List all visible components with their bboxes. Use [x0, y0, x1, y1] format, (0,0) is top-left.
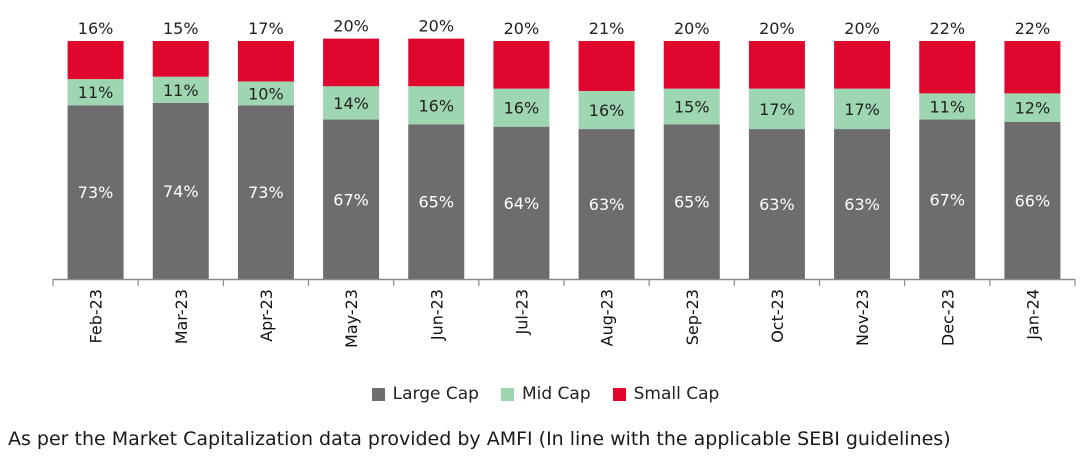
data-label-small-cap-aug-23: 21%: [589, 19, 625, 38]
data-label-small-cap-jan-24: 22%: [1015, 19, 1051, 38]
bar-mid-cap-nov-23: [834, 88, 891, 130]
bar-mid-cap-sep-23: [663, 88, 720, 125]
bar-large-cap-nov-23: [834, 129, 891, 279]
bar-small-cap-nov-23: [834, 41, 891, 89]
x-tick-label-jul-23: Jul-23: [512, 289, 531, 335]
bar-large-cap-sep-23: [663, 124, 720, 279]
data-label-large-cap-aug-23: 63%: [589, 195, 625, 214]
data-label-mid-cap-nov-23: 17%: [844, 100, 880, 119]
data-label-large-cap-mar-23: 74%: [163, 182, 199, 201]
x-tick-label-sep-23: Sep-23: [683, 289, 702, 345]
bar-small-cap-sep-23: [663, 41, 720, 89]
bar-small-cap-apr-23: [237, 41, 294, 82]
data-label-large-cap-jul-23: 64%: [504, 194, 540, 213]
data-label-small-cap-jul-23: 20%: [504, 19, 540, 38]
data-label-large-cap-feb-23: 73%: [78, 183, 114, 202]
data-label-mid-cap-apr-23: 10%: [248, 84, 284, 103]
data-label-small-cap-nov-23: 20%: [844, 19, 880, 38]
bar-large-cap-aug-23: [578, 129, 635, 279]
x-tick-label-nov-23: Nov-23: [853, 289, 872, 346]
data-label-mid-cap-jul-23: 16%: [504, 99, 540, 118]
bar-mid-cap-may-23: [323, 86, 380, 120]
x-tick-label-jan-24: Jan-24: [1023, 289, 1042, 341]
bar-mid-cap-jan-24: [1004, 93, 1061, 122]
data-label-mid-cap-dec-23: 11%: [929, 97, 965, 116]
bar-mid-cap-mar-23: [152, 76, 209, 103]
data-label-large-cap-may-23: 67%: [333, 190, 369, 209]
data-label-mid-cap-jun-23: 16%: [418, 96, 454, 115]
x-tick-label-oct-23: Oct-23: [768, 289, 787, 343]
bar-large-cap-mar-23: [152, 102, 209, 279]
bar-large-cap-oct-23: [748, 129, 805, 279]
chart-footnote: As per the Market Capitalization data pr…: [8, 428, 951, 450]
bar-small-cap-oct-23: [748, 41, 805, 89]
legend-swatch-large-cap: [371, 387, 385, 401]
data-label-mid-cap-sep-23: 15%: [674, 97, 710, 116]
bar-mid-cap-feb-23: [67, 79, 124, 106]
legend-item-mid-cap: Mid Cap: [500, 384, 591, 404]
bar-small-cap-dec-23: [919, 41, 976, 94]
x-tick-label-may-23: May-23: [342, 289, 361, 348]
legend-label-small-cap: Small Cap: [633, 384, 720, 404]
data-label-large-cap-oct-23: 63%: [759, 195, 795, 214]
bar-small-cap-may-23: [323, 38, 380, 87]
x-tick-label-mar-23: Mar-23: [172, 289, 191, 344]
data-label-small-cap-sep-23: 20%: [674, 19, 710, 38]
bar-mid-cap-jun-23: [408, 86, 465, 125]
legend-label-mid-cap: Mid Cap: [521, 384, 591, 404]
legend-item-large-cap: Large Cap: [371, 384, 479, 404]
bar-small-cap-mar-23: [152, 41, 209, 77]
data-label-small-cap-apr-23: 17%: [248, 19, 284, 38]
data-label-large-cap-dec-23: 67%: [929, 190, 965, 209]
bar-small-cap-jul-23: [493, 41, 550, 89]
bar-small-cap-jun-23: [408, 38, 465, 87]
data-label-small-cap-feb-23: 16%: [78, 19, 114, 38]
data-label-mid-cap-mar-23: 11%: [163, 81, 199, 100]
bar-large-cap-may-23: [323, 119, 380, 279]
bar-small-cap-jan-24: [1004, 41, 1061, 94]
bar-large-cap-feb-23: [67, 105, 124, 279]
data-label-mid-cap-oct-23: 17%: [759, 100, 795, 119]
data-label-mid-cap-jan-24: 12%: [1015, 99, 1051, 118]
data-label-mid-cap-aug-23: 16%: [589, 101, 625, 120]
data-label-large-cap-nov-23: 63%: [844, 195, 880, 214]
data-label-small-cap-dec-23: 22%: [929, 19, 965, 38]
legend-swatch-small-cap: [612, 387, 626, 401]
bar-large-cap-apr-23: [237, 105, 294, 279]
data-label-mid-cap-may-23: 14%: [333, 94, 369, 113]
data-label-small-cap-may-23: 20%: [333, 17, 369, 36]
bar-small-cap-aug-23: [578, 41, 635, 91]
x-tick-label-feb-23: Feb-23: [87, 289, 106, 343]
data-label-small-cap-jun-23: 20%: [418, 17, 454, 36]
bar-large-cap-jun-23: [408, 124, 465, 279]
bar-large-cap-jul-23: [493, 126, 550, 280]
data-label-mid-cap-feb-23: 11%: [78, 83, 114, 102]
data-label-small-cap-oct-23: 20%: [759, 19, 795, 38]
data-label-large-cap-jun-23: 65%: [418, 193, 454, 212]
x-tick-label-jun-23: Jun-23: [427, 289, 446, 341]
x-tick-label-dec-23: Dec-23: [938, 289, 957, 346]
data-label-small-cap-mar-23: 15%: [163, 19, 199, 38]
chart-legend: Large Cap Mid Cap Small Cap: [0, 384, 1091, 404]
stacked-bar-chart: 73% 11% 16% 74% 11% 15% 73% 10% 17% 67% 14% 20% 65% 1…: [52, 17, 1076, 348]
data-label-large-cap-apr-23: 73%: [248, 183, 284, 202]
bar-mid-cap-jul-23: [493, 88, 550, 127]
bar-mid-cap-apr-23: [237, 81, 294, 106]
bar-mid-cap-dec-23: [919, 93, 976, 120]
x-tick-label-aug-23: Aug-23: [598, 289, 617, 346]
bar-mid-cap-oct-23: [748, 88, 805, 130]
legend-label-large-cap: Large Cap: [392, 384, 479, 404]
bar-large-cap-dec-23: [919, 119, 976, 279]
legend-swatch-mid-cap: [500, 387, 514, 401]
data-label-large-cap-sep-23: 65%: [674, 193, 710, 212]
bar-large-cap-jan-24: [1004, 121, 1061, 279]
x-tick-label-apr-23: Apr-23: [257, 289, 276, 342]
bar-mid-cap-aug-23: [578, 90, 635, 130]
bar-small-cap-feb-23: [67, 41, 124, 80]
data-label-large-cap-jan-24: 66%: [1015, 191, 1051, 210]
legend-item-small-cap: Small Cap: [612, 384, 720, 404]
